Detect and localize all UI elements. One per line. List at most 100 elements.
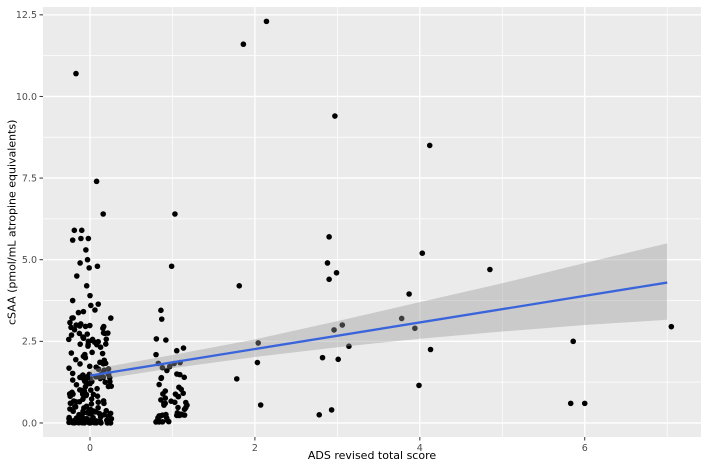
data-point: [94, 263, 101, 270]
data-point: [85, 341, 91, 348]
data-point: [78, 227, 85, 234]
data-point: [69, 377, 76, 383]
data-point: [80, 334, 86, 340]
data-point: [74, 273, 80, 279]
data-point: [93, 178, 100, 185]
data-point: [163, 337, 169, 343]
data-point: [427, 346, 434, 353]
data-point: [99, 350, 106, 357]
data-point: [103, 336, 110, 342]
data-point: [84, 373, 91, 380]
data-point: [335, 356, 341, 363]
data-point: [84, 256, 91, 263]
regression-line: [89, 281, 668, 377]
data-point: [100, 325, 106, 332]
data-point: [176, 384, 182, 391]
y-axis-title: cSAA (pmol/mL atropine equivalents): [5, 119, 19, 325]
data-point: [183, 399, 189, 406]
data-point: [102, 379, 109, 385]
data-point: [333, 269, 340, 276]
data-point: [82, 383, 89, 390]
data-point: [71, 326, 78, 333]
data-point: [105, 413, 111, 419]
data-point: [87, 380, 93, 387]
data-point: [86, 363, 93, 370]
data-point: [69, 297, 76, 304]
data-point: [97, 344, 104, 350]
data-point: [156, 413, 162, 419]
data-point: [76, 387, 83, 393]
data-point: [82, 323, 89, 330]
data-point: [97, 414, 104, 420]
data-point: [177, 371, 183, 378]
data-point: [67, 319, 73, 326]
data-point: [88, 401, 95, 407]
data-point: [66, 365, 72, 371]
data-point: [75, 414, 82, 420]
data-point: [83, 247, 89, 253]
data-point: [175, 404, 181, 411]
data-point: [339, 322, 346, 328]
data-point: [332, 113, 338, 119]
x-tick-label: 6: [582, 443, 588, 454]
data-point: [89, 349, 95, 356]
data-point: [90, 414, 96, 421]
data-point: [257, 402, 264, 408]
data-point: [326, 234, 332, 240]
data-point: [412, 325, 418, 332]
data-point: [78, 235, 84, 242]
data-point: [254, 359, 261, 366]
data-point: [419, 250, 426, 256]
data-point: [95, 338, 102, 345]
data-point: [158, 375, 164, 382]
data-point: [86, 407, 93, 414]
data-point: [159, 364, 166, 371]
data-point: [328, 407, 335, 413]
data-point: [71, 227, 78, 234]
data-point: [76, 330, 83, 337]
y-tick-label: 5.0: [22, 255, 37, 266]
data-point: [88, 396, 95, 402]
x-tick-label: 2: [252, 443, 258, 454]
data-point: [86, 265, 92, 271]
data-point: [68, 350, 75, 356]
data-point: [100, 211, 106, 217]
data-point: [87, 419, 94, 426]
data-point: [92, 307, 98, 313]
data-point: [105, 418, 111, 425]
data-point: [158, 397, 164, 403]
data-point: [77, 260, 83, 266]
data-point: [83, 391, 90, 398]
data-point: [233, 376, 240, 382]
data-point: [406, 291, 412, 297]
data-point: [107, 315, 114, 321]
data-point: [331, 327, 337, 333]
x-tick-label: 0: [87, 443, 93, 454]
data-point: [164, 367, 170, 374]
data-point: [65, 336, 72, 343]
data-point: [581, 400, 588, 407]
data-point: [72, 403, 78, 410]
data-point: [567, 400, 574, 407]
data-point: [84, 416, 90, 422]
y-tick-label: 2.5: [22, 337, 37, 348]
data-point: [79, 375, 86, 381]
data-point: [416, 382, 422, 389]
data-point: [100, 361, 107, 367]
data-point: [236, 283, 243, 289]
data-point: [75, 419, 81, 426]
data-point: [87, 387, 94, 393]
data-point: [95, 404, 101, 411]
x-axis-title: ADS revised total score: [307, 449, 437, 462]
data-point: [172, 211, 178, 217]
data-point: [487, 266, 493, 273]
data-point: [162, 395, 169, 401]
data-point: [398, 315, 405, 322]
data-point: [101, 400, 107, 407]
data-point: [102, 341, 109, 347]
y-tick-label: 10.0: [16, 92, 37, 103]
data-point: [73, 70, 79, 77]
data-point: [89, 336, 96, 343]
data-point: [162, 400, 169, 407]
